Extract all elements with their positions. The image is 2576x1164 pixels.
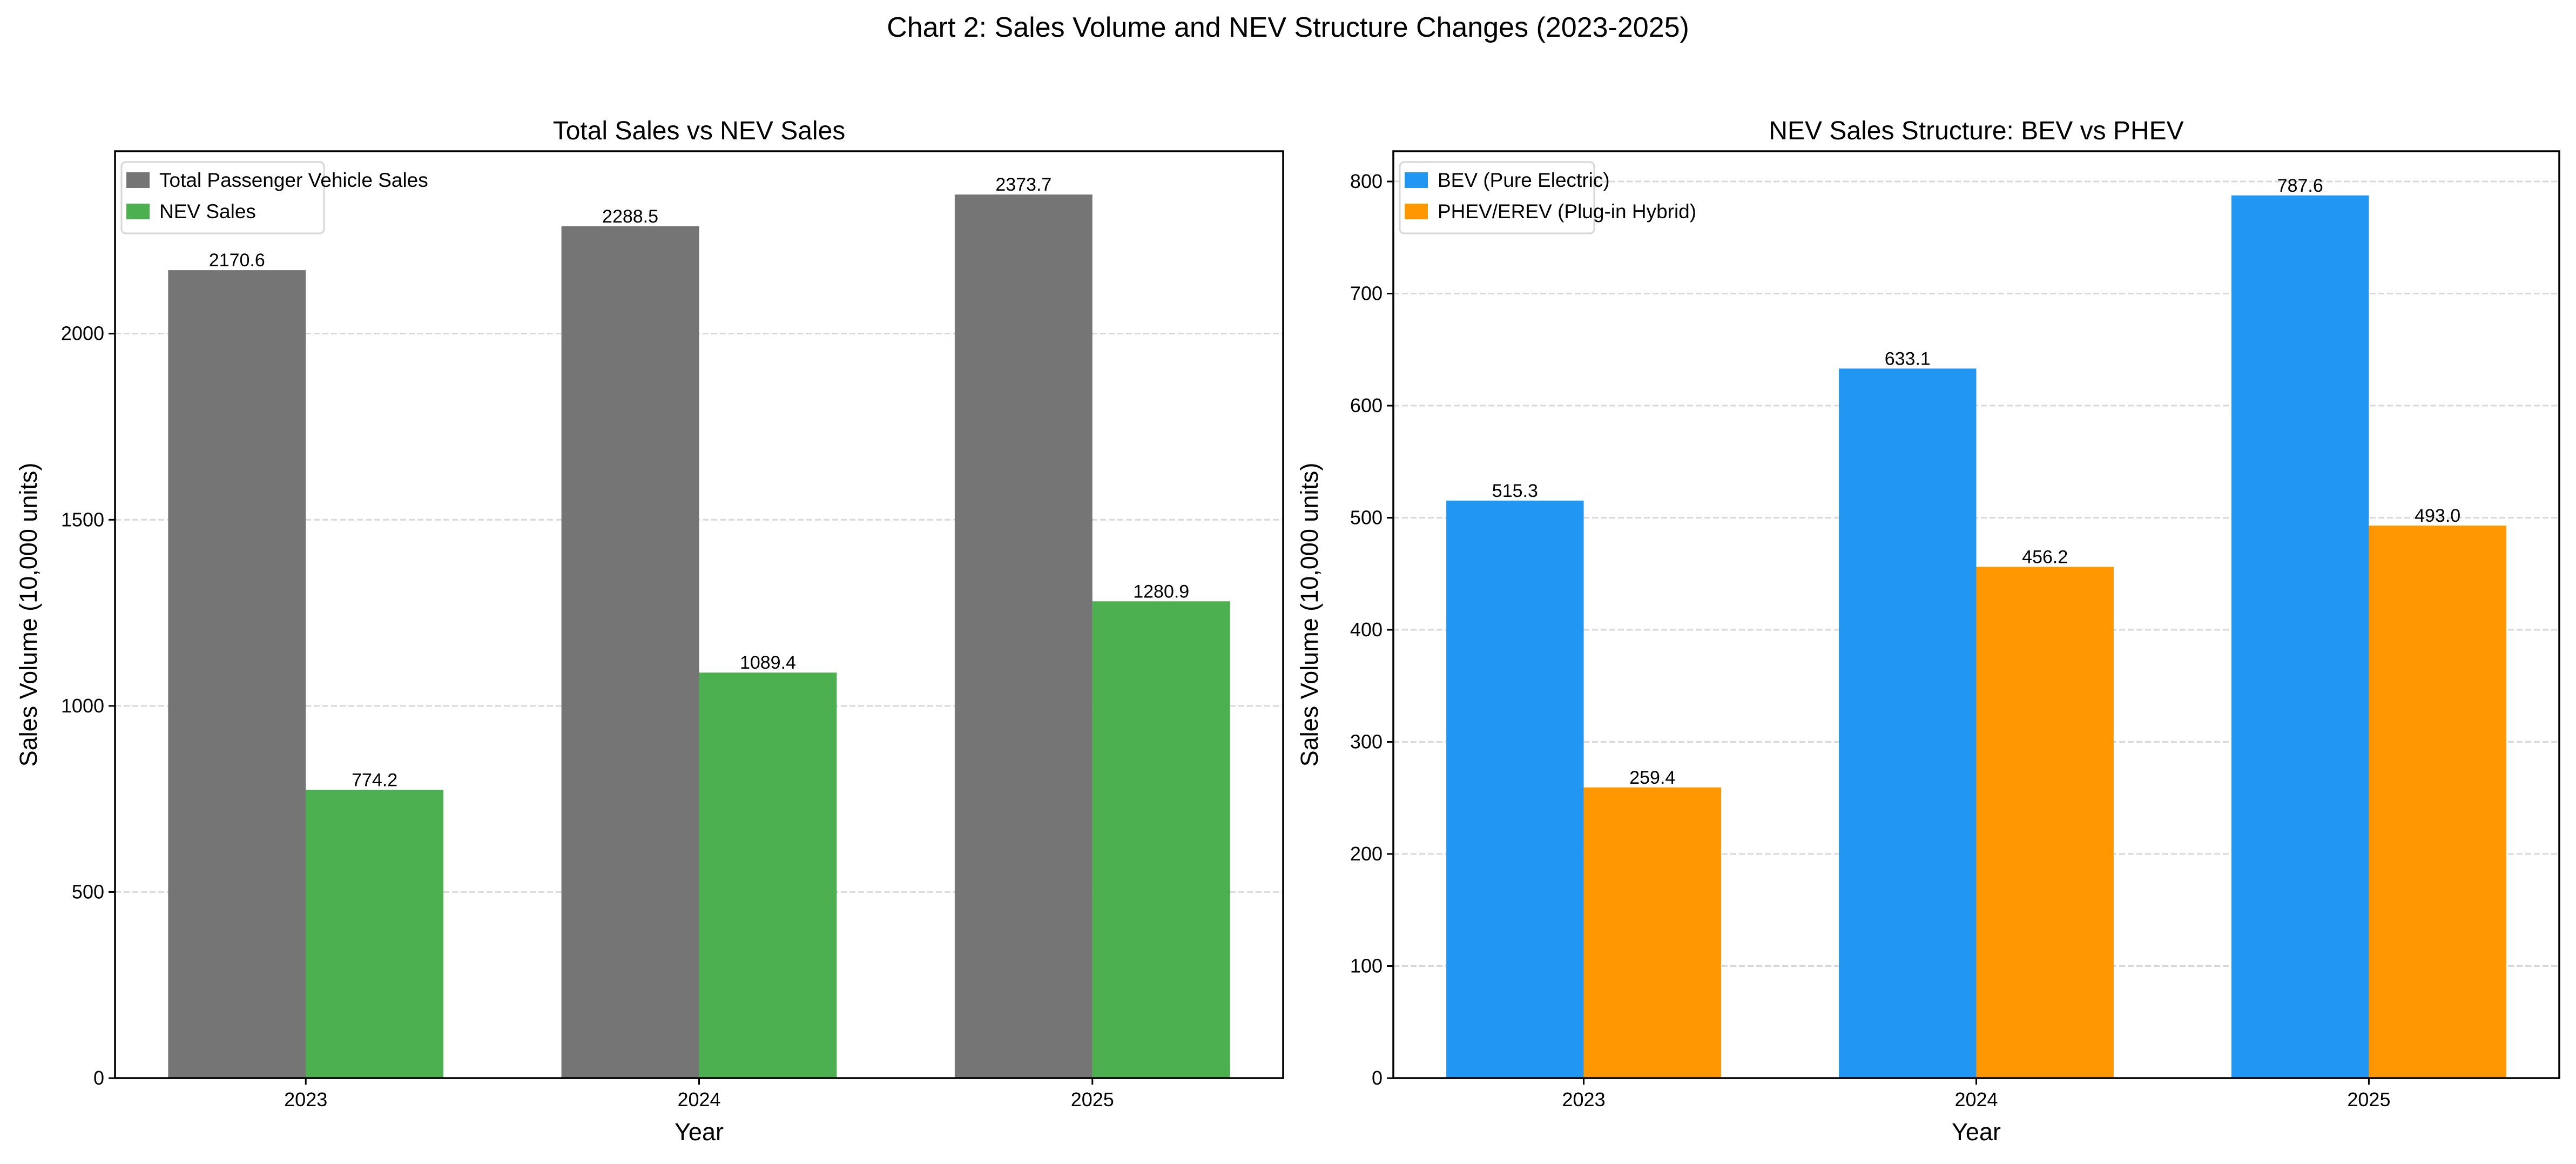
y-tick-label: 200: [1350, 843, 1383, 865]
x-tick-label: 2024: [677, 1088, 720, 1111]
x-tick-label: 2024: [1954, 1088, 1998, 1111]
y-tick-label: 500: [1350, 507, 1383, 529]
bar: [1446, 500, 1584, 1078]
bar-label: 259.4: [1629, 768, 1675, 788]
bar-label: 633.1: [1885, 348, 1931, 369]
y-tick-label: 100: [1350, 955, 1383, 977]
bar-label: 493.0: [2415, 506, 2460, 526]
y-tick-label: 1500: [61, 508, 104, 530]
bar-label: 1280.9: [1133, 581, 1189, 602]
legend-box: [1399, 161, 1595, 234]
x-axis-label: Year: [675, 1118, 724, 1146]
bar: [1839, 368, 1977, 1078]
x-axis-label: Year: [1952, 1118, 2001, 1146]
y-tick-label: 0: [93, 1067, 104, 1089]
legend-label: NEV Sales: [159, 200, 256, 223]
legend-label: PHEV/EREV (Plug-in Hybrid): [1438, 200, 1696, 223]
y-tick-label: 600: [1350, 394, 1383, 416]
bar-label: 456.2: [2022, 547, 2068, 567]
y-tick-label: 0: [1372, 1067, 1383, 1089]
bar: [954, 194, 1093, 1078]
legend-label: BEV (Pure Electric): [1438, 169, 1610, 191]
bar-label: 2288.5: [602, 206, 658, 227]
legend-swatch: [126, 172, 150, 188]
subplot-title: NEV Sales Structure: BEV vs PHEV: [1769, 117, 2183, 145]
legend-label: Total Passenger Vehicle Sales: [159, 169, 428, 191]
bar: [1976, 567, 2114, 1078]
bar-label: 1089.4: [740, 652, 796, 673]
bar-label: 774.2: [352, 770, 397, 790]
legend-box: [120, 161, 325, 234]
bar: [168, 270, 306, 1078]
y-tick-label: 500: [72, 880, 104, 903]
y-tick-label: 2000: [61, 322, 104, 345]
x-tick-label: 2023: [284, 1088, 327, 1111]
bar-label: 787.6: [2277, 176, 2323, 196]
y-tick-label: 400: [1350, 618, 1383, 641]
bar: [1092, 601, 1230, 1078]
y-axis-label: Sales Volume (10,000 units): [1296, 463, 1323, 767]
legend-swatch: [1405, 172, 1428, 188]
y-axis-label: Sales Volume (10,000 units): [15, 463, 42, 767]
subplot-title: Total Sales vs NEV Sales: [553, 117, 846, 145]
bar: [2369, 526, 2506, 1078]
y-tick-label: 1000: [61, 695, 104, 717]
bar-label: 515.3: [1492, 481, 1538, 501]
x-tick-label: 2025: [2347, 1088, 2390, 1111]
bar: [561, 226, 699, 1079]
bar: [306, 790, 444, 1078]
bar-label: 2373.7: [995, 174, 1051, 195]
y-tick-label: 300: [1350, 731, 1383, 753]
bar: [1583, 787, 1721, 1078]
subplot-2: 515.3 633.1 787.6 259.4 456.2 493.0 0 100 200 300…: [1296, 117, 2560, 1146]
bar: [699, 672, 837, 1078]
legend-swatch: [126, 204, 150, 219]
bar: [2231, 195, 2369, 1079]
figure-title: Chart 2: Sales Volume and NEV Structure …: [887, 12, 1689, 43]
x-tick-label: 2023: [1562, 1088, 1606, 1111]
bar-label: 2170.6: [209, 250, 265, 271]
subplot-1: 2170.6 2288.5 2373.7 774.2 1089.4 1280.9 0 500 1…: [15, 117, 1284, 1146]
legend-swatch: [1405, 204, 1428, 219]
y-tick-label: 700: [1350, 282, 1383, 305]
x-tick-label: 2025: [1071, 1088, 1114, 1111]
y-tick-label: 800: [1350, 170, 1383, 192]
